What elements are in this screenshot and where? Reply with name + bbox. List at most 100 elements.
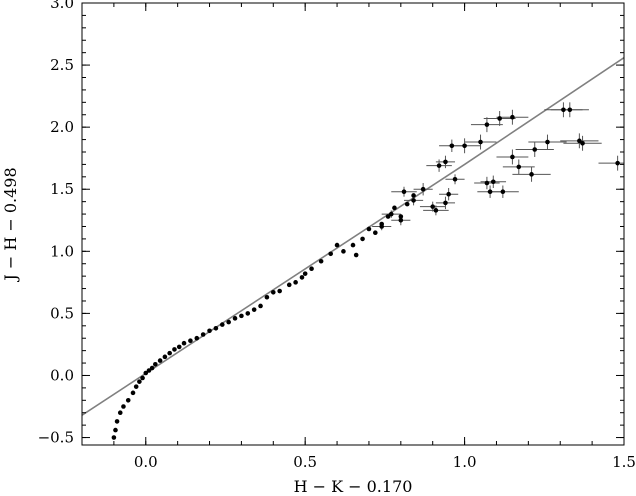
y-tick-label: 3.0	[50, 0, 74, 12]
data-point	[497, 116, 502, 121]
data-point	[121, 404, 126, 409]
data-point	[239, 313, 244, 319]
data-point	[334, 242, 340, 248]
data-point	[580, 140, 585, 146]
data-point	[114, 419, 120, 424]
data-point	[302, 271, 308, 276]
data-point	[219, 322, 225, 327]
data-point	[484, 122, 490, 127]
data-point	[385, 214, 391, 219]
data-point	[226, 319, 231, 325]
data-point	[398, 217, 404, 223]
data-point	[232, 316, 238, 321]
data-point	[478, 139, 483, 145]
data-point	[341, 249, 346, 254]
y-tick-label: 0.0	[50, 366, 74, 384]
data-point	[213, 325, 219, 331]
data-point	[133, 384, 139, 389]
data-point	[258, 303, 263, 309]
x-tick-label: 0.0	[134, 453, 158, 471]
data-point	[379, 224, 384, 229]
x-axis-label: H − K − 0.170	[294, 477, 413, 496]
data-point	[401, 189, 407, 195]
data-point	[436, 163, 442, 168]
data-point	[350, 242, 356, 248]
data-point	[309, 266, 314, 271]
x-tick-label: 0.5	[293, 453, 317, 471]
data-point	[113, 427, 118, 433]
data-point	[153, 361, 158, 367]
data-point	[529, 172, 534, 177]
data-point	[404, 201, 410, 207]
data-point	[462, 143, 467, 149]
data-point	[181, 340, 187, 346]
y-tick-label: 2.0	[50, 118, 74, 136]
x-tick-label: 1.0	[453, 453, 477, 471]
data-point	[443, 200, 448, 206]
data-point	[157, 358, 163, 363]
data-point	[293, 280, 298, 285]
data-point	[366, 226, 372, 232]
data-point	[510, 154, 515, 160]
data-point	[143, 370, 149, 376]
data-point	[299, 275, 305, 280]
data-point	[117, 410, 123, 416]
data-point	[411, 193, 416, 198]
data-point	[137, 379, 142, 384]
data-point	[162, 354, 168, 360]
data-point	[449, 143, 455, 149]
reference-line-layer	[82, 56, 624, 416]
y-axis-label: J − H − 0.498	[1, 167, 20, 282]
data-point	[510, 114, 515, 120]
data-point	[487, 189, 493, 195]
data-point	[200, 332, 206, 337]
data-point	[373, 230, 378, 235]
y-tick-label: 2.5	[50, 56, 74, 74]
data-point	[516, 164, 522, 170]
data-point	[545, 139, 550, 145]
data-point	[264, 294, 270, 300]
y-tick-label: 1.5	[50, 180, 74, 198]
data-point	[172, 347, 177, 352]
data-point	[277, 288, 282, 294]
data-point	[567, 107, 573, 113]
data-point	[561, 107, 566, 113]
data-point	[149, 365, 155, 371]
data-point	[194, 335, 200, 341]
y-tick-label: 1.0	[50, 242, 74, 260]
y-tick-label: −0.5	[38, 429, 74, 447]
data-point	[111, 435, 117, 440]
data-point	[251, 307, 257, 312]
errorbar-layer	[372, 102, 624, 231]
data-point	[490, 179, 496, 185]
data-point	[245, 311, 251, 316]
reference-line	[82, 56, 624, 416]
data-point	[353, 252, 359, 258]
data-point	[420, 186, 426, 192]
data-point	[286, 282, 292, 288]
data-point	[398, 214, 404, 219]
data-point	[360, 236, 365, 242]
data-point	[446, 191, 451, 197]
y-tick-label: 0.5	[50, 304, 74, 322]
data-point	[167, 350, 172, 356]
data-point	[532, 147, 538, 152]
data-point	[388, 211, 394, 217]
data-point	[392, 205, 397, 211]
ticks-layer	[81, 2, 625, 445]
data-point	[125, 398, 131, 403]
plot-frame	[81, 2, 625, 446]
data-point	[140, 375, 145, 381]
data-point	[430, 204, 436, 209]
data-point	[433, 208, 439, 213]
data-point	[500, 189, 506, 195]
data-point	[484, 180, 490, 186]
data-point	[176, 344, 182, 350]
points-layer	[111, 107, 620, 440]
tick-labels-layer: 0.0 0.5 1.0 1.5 −0.5 0.0 0.5 1.0 1.5 2.0 2.5 3.0	[38, 0, 636, 471]
data-point	[577, 138, 582, 144]
data-point	[270, 289, 276, 295]
data-point	[318, 258, 324, 264]
data-point	[146, 368, 152, 373]
